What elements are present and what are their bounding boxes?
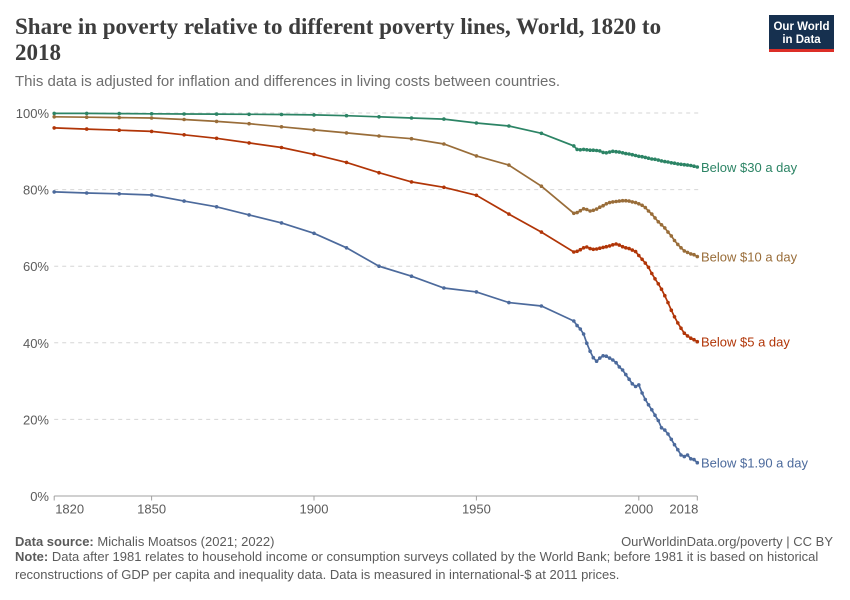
svg-text:40%: 40% <box>23 336 49 351</box>
svg-text:100%: 100% <box>16 106 50 121</box>
svg-text:60%: 60% <box>23 259 49 274</box>
svg-text:Below $10 a day: Below $10 a day <box>701 250 798 265</box>
svg-text:1820: 1820 <box>55 502 84 517</box>
svg-text:1850: 1850 <box>137 502 166 517</box>
svg-text:Below $30 a day: Below $30 a day <box>701 160 798 175</box>
svg-text:Below $1.90 a day: Below $1.90 a day <box>701 456 808 471</box>
svg-text:80%: 80% <box>23 183 49 198</box>
svg-text:0%: 0% <box>30 489 49 504</box>
svg-text:2000: 2000 <box>624 502 653 517</box>
svg-text:Below $5 a day: Below $5 a day <box>701 335 790 350</box>
svg-text:2018: 2018 <box>669 502 698 517</box>
svg-text:20%: 20% <box>23 412 49 427</box>
svg-text:1900: 1900 <box>300 502 329 517</box>
svg-text:1950: 1950 <box>462 502 491 517</box>
